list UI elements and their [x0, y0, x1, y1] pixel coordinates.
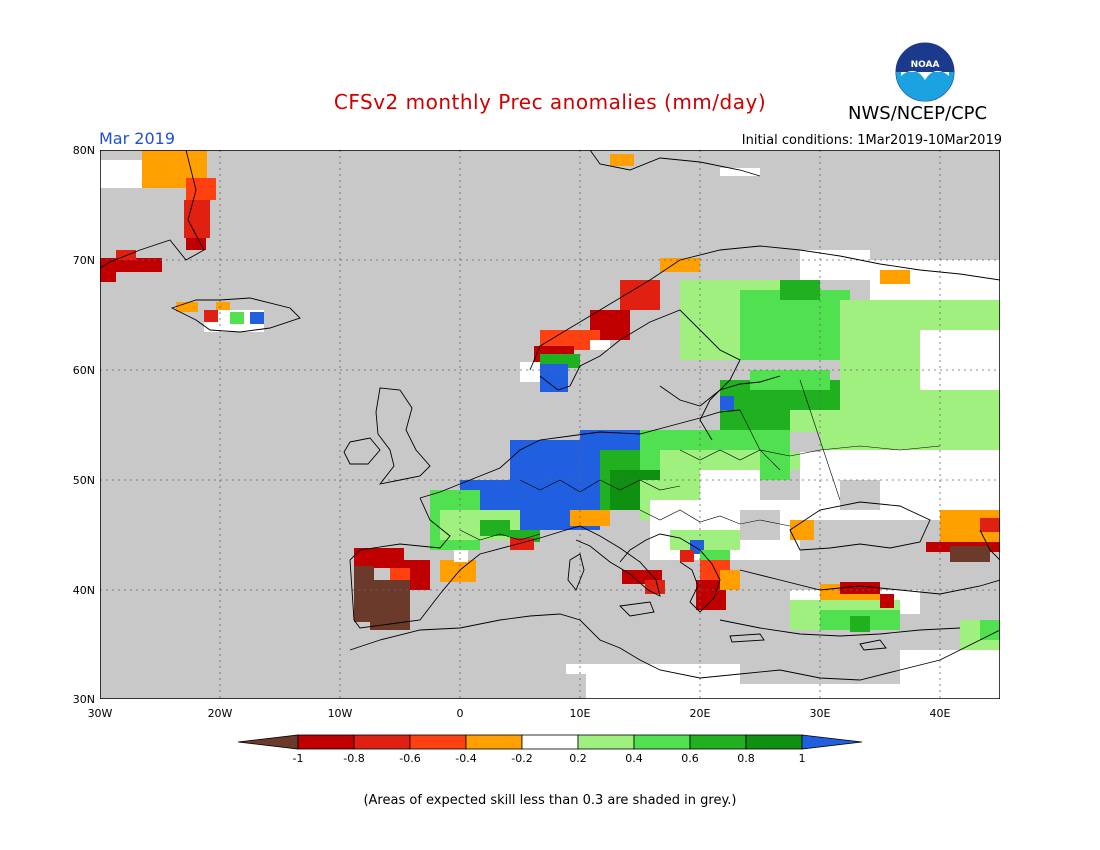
colorbar-swatch: [409, 734, 467, 750]
anomaly-map: [100, 150, 1000, 699]
colorbar-label: 1: [798, 752, 806, 765]
org-label: NWS/NCEP/CPC: [848, 103, 988, 124]
colorbar-label: 0.2: [569, 752, 587, 765]
logo-text: NOAA: [911, 60, 940, 70]
lat-label-40n: 40N: [72, 584, 95, 597]
colorbar-label: 0.4: [625, 752, 643, 765]
chart-title: CFSv2 monthly Prec anomalies (mm/day): [333, 90, 767, 114]
colorbar-swatch: [465, 734, 523, 750]
colorbar-swatch: [633, 734, 691, 750]
initial-conditions-label: Initial conditions: 1Mar2019-10Mar2019: [741, 133, 1002, 148]
lon-label-40e: 40E: [929, 707, 951, 720]
colorbar-label: -0.4: [455, 752, 477, 765]
colorbar-label: -0.8: [343, 752, 365, 765]
lat-label-70n: 70N: [72, 254, 95, 267]
colorbar-label: -0.6: [399, 752, 421, 765]
colorbar: [238, 734, 862, 750]
lon-label-30w: 30W: [87, 707, 113, 720]
colorbar-label: 0.6: [681, 752, 699, 765]
colorbar-swatch: [745, 734, 803, 750]
colorbar-swatch: [577, 734, 635, 750]
lon-label-10e: 10E: [569, 707, 591, 720]
lat-label-60n: 60N: [72, 364, 95, 377]
colorbar-label: -0.2: [511, 752, 533, 765]
lon-label-30e: 30E: [809, 707, 831, 720]
colorbar-label: -1: [292, 752, 304, 765]
coastlines: [100, 150, 1000, 681]
colorbar-swatch: [521, 734, 579, 750]
lat-label-30n: 30N: [72, 693, 95, 706]
lon-label-0: 0: [456, 707, 464, 720]
colorbar-swatch: [353, 734, 411, 750]
map-gridlines: [100, 150, 1000, 699]
lat-label-80n: 80N: [72, 144, 95, 157]
lon-label-20w: 20W: [207, 707, 233, 720]
colorbar-swatch: [238, 734, 299, 750]
colorbar-swatch: [297, 734, 355, 750]
colorbar-swatch: [801, 734, 862, 750]
lon-label-20e: 20E: [689, 707, 711, 720]
month-label: Mar 2019: [99, 129, 175, 148]
colorbar-label: 0.8: [737, 752, 755, 765]
lat-label-50n: 50N: [72, 474, 95, 487]
skill-footnote: (Areas of expected skill less than 0.3 a…: [363, 793, 737, 808]
noaa-logo: NOAA: [895, 42, 955, 102]
colorbar-swatch: [689, 734, 747, 750]
lon-label-10w: 10W: [327, 707, 353, 720]
